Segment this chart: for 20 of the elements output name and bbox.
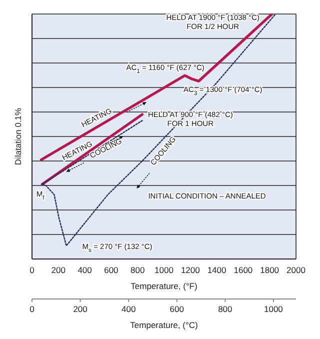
x-tick-label: 2000 — [286, 265, 306, 276]
x2-tick-label: 600 — [170, 304, 184, 314]
x2-tick-label: 200 — [73, 304, 88, 314]
x-tick-label: 1200 — [180, 265, 200, 276]
x2-tick-label: 800 — [218, 304, 233, 314]
x-axis-title: Temperature, (°F) — [130, 281, 198, 291]
x-tick-label: 600 — [104, 265, 119, 276]
x-tick-label: 800 — [130, 265, 145, 276]
x-tick-label: 400 — [78, 265, 92, 276]
x-tick-label: 1600 — [234, 265, 253, 276]
x-tick-label: 1000 — [154, 265, 174, 276]
x2-axis-title: Temperature, (°C) — [130, 320, 198, 330]
x-tick-label: 0 — [30, 265, 35, 276]
x2-tick-label: 400 — [121, 304, 136, 314]
x-tick-label: 1800 — [260, 265, 280, 276]
x-tick-label: 200 — [51, 265, 66, 276]
x-tick-label: 1400 — [207, 265, 227, 276]
x2-tick-label: 1000 — [264, 304, 284, 314]
y-axis-title: Dilatation 0.1% — [13, 107, 24, 166]
x2-tick-label: 0 — [30, 304, 35, 314]
